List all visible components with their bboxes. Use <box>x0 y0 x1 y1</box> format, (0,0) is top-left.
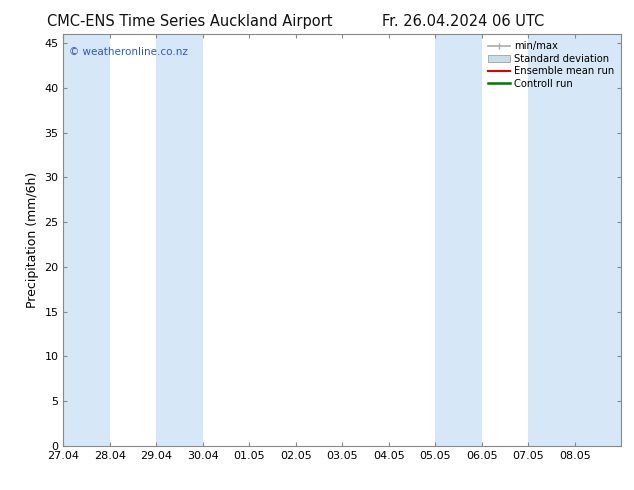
Y-axis label: Precipitation (mm/6h): Precipitation (mm/6h) <box>26 172 39 308</box>
Bar <box>528 34 575 446</box>
Bar <box>436 34 482 446</box>
Bar <box>63 34 110 446</box>
Text: Fr. 26.04.2024 06 UTC: Fr. 26.04.2024 06 UTC <box>382 14 544 29</box>
Bar <box>575 34 621 446</box>
Text: CMC-ENS Time Series Auckland Airport: CMC-ENS Time Series Auckland Airport <box>48 14 333 29</box>
Legend: min/max, Standard deviation, Ensemble mean run, Controll run: min/max, Standard deviation, Ensemble me… <box>486 39 616 91</box>
Text: © weatheronline.co.nz: © weatheronline.co.nz <box>69 47 188 57</box>
Bar <box>157 34 203 446</box>
